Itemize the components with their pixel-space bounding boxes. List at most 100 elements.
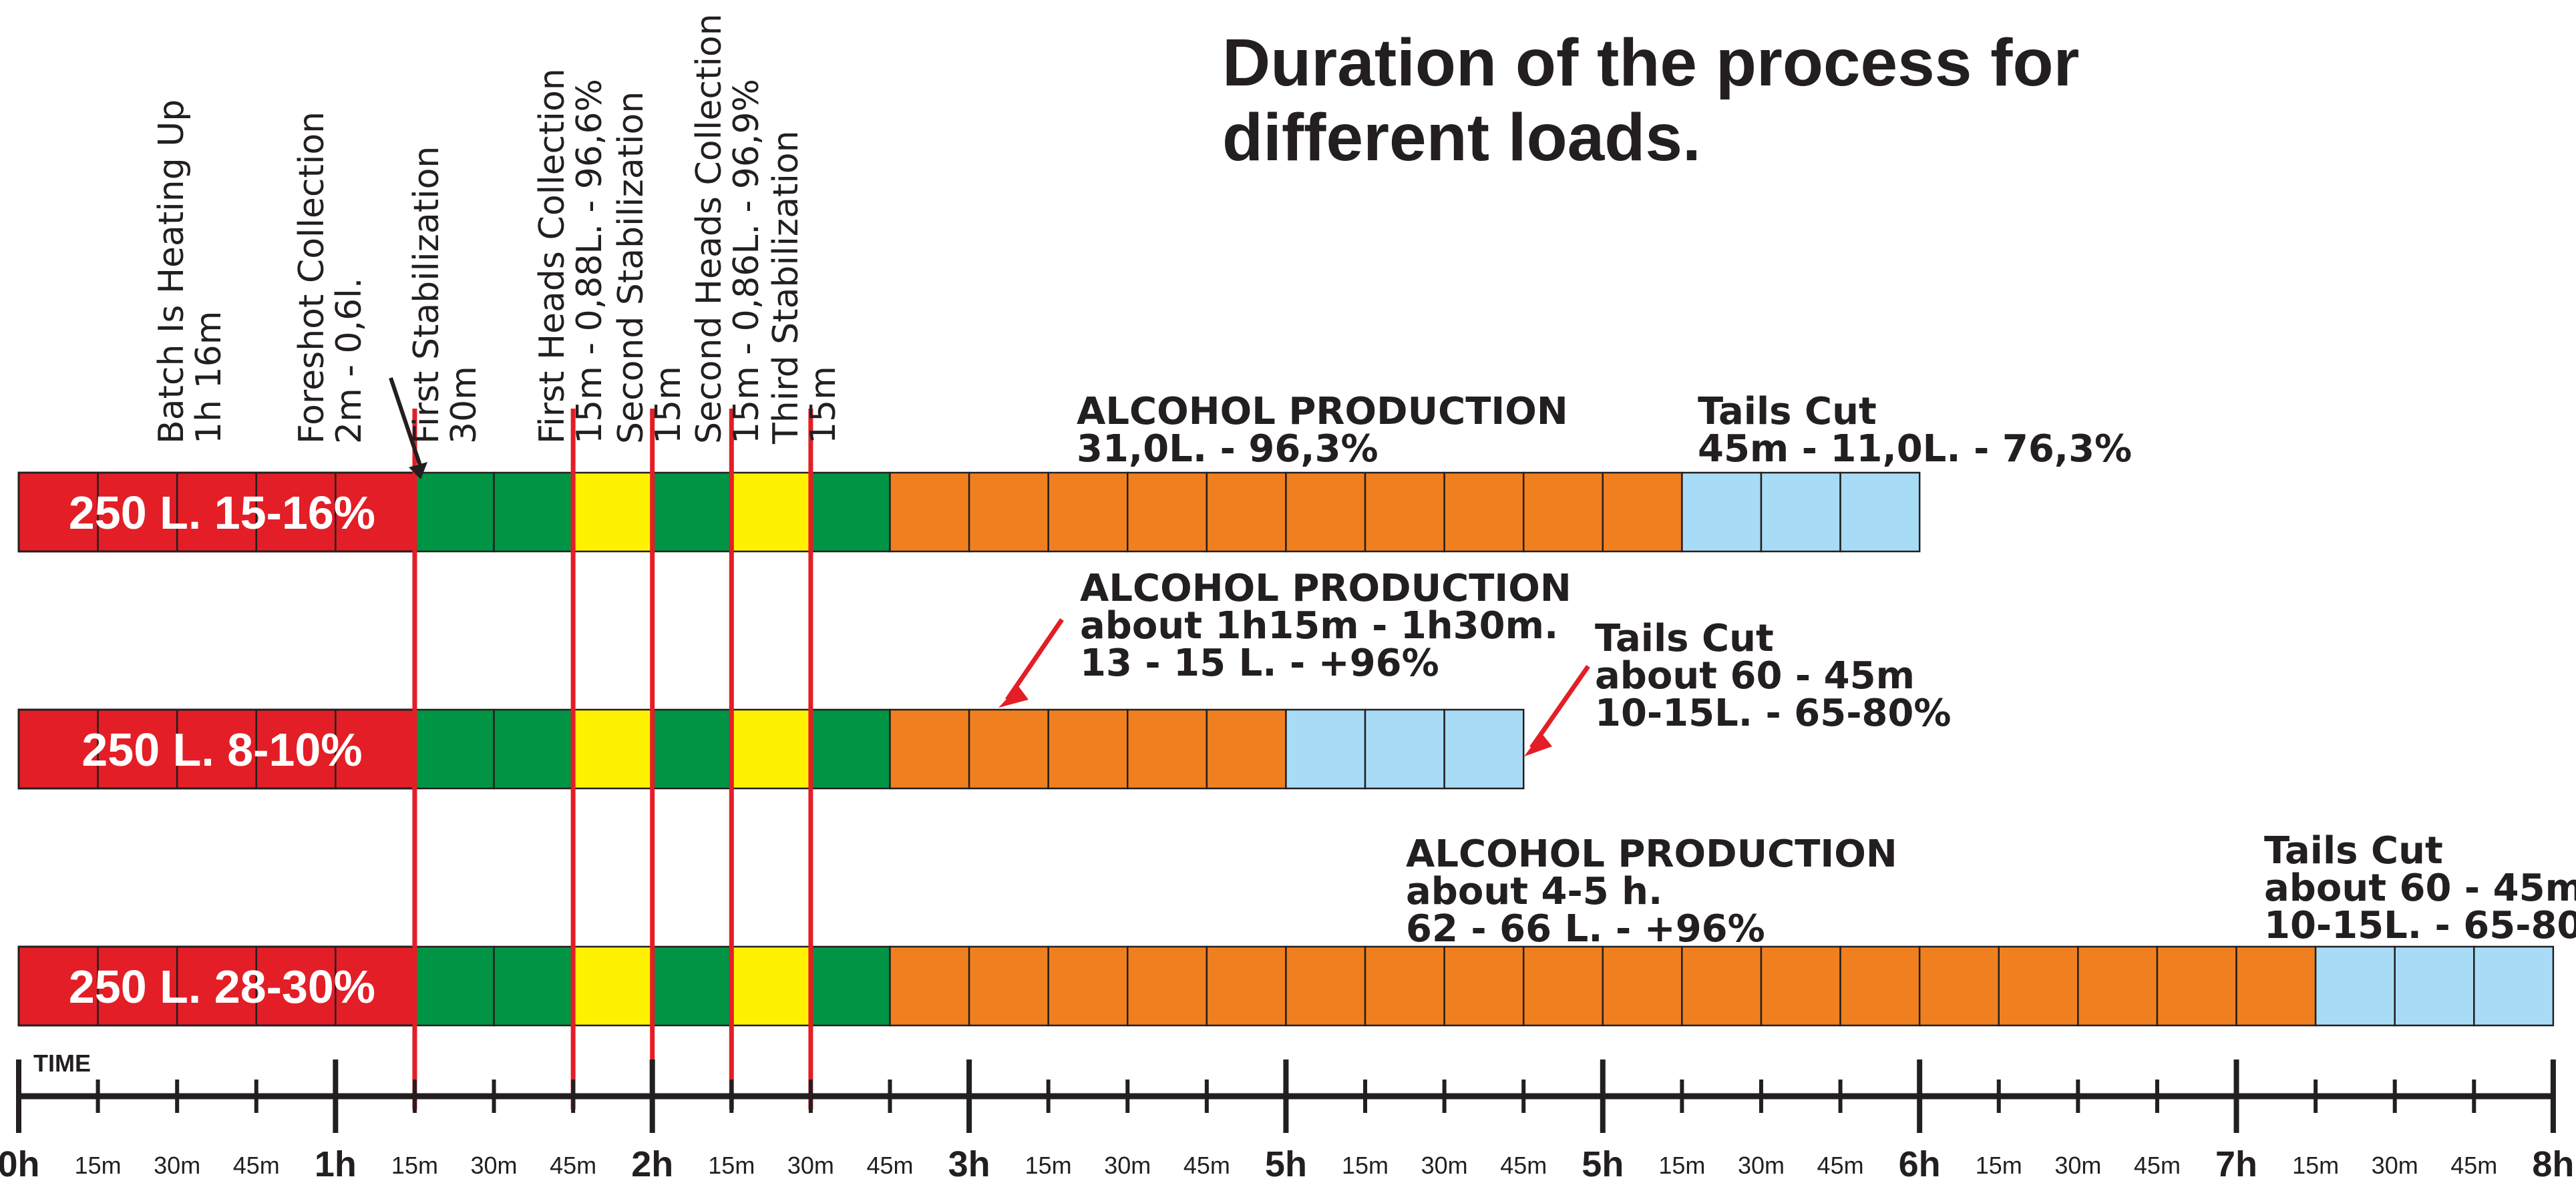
bar-cell-production: [1443, 471, 1525, 553]
bar-cell-production: [1839, 945, 1921, 1027]
bar-cell-production: [1127, 471, 1208, 553]
tick-label: 15m: [1976, 1152, 2022, 1179]
tick-label: 30m: [1738, 1152, 1785, 1179]
bar-cell-production: [2077, 945, 2159, 1027]
bar-cell-tails: [1364, 708, 1445, 790]
bar-cell-heating: [255, 945, 337, 1027]
bar-cell-production: [1443, 945, 1525, 1027]
annotation-line: 13 - 15 L. - +96%: [1080, 642, 1439, 685]
tick-label: 30m: [1421, 1152, 1468, 1179]
tick-label: 45m: [2450, 1152, 2497, 1179]
stage-label-line: First Stabilization: [407, 146, 447, 444]
bar-cell-tails: [1681, 471, 1763, 553]
bar-cell-production: [1047, 471, 1129, 553]
stage-label-line: First Heads Collection: [532, 68, 572, 444]
tick-label: 45m: [1183, 1152, 1230, 1179]
tick-label: 7h: [2215, 1144, 2257, 1179]
stage-label-line: 1h 16m: [189, 311, 229, 444]
bar-cell-heads: [731, 945, 812, 1027]
bar-cell-stabilization: [493, 708, 574, 790]
annotation-arrow-head: [998, 686, 1029, 708]
bar-cell-tails: [1760, 471, 1841, 553]
bar-cell-heating: [335, 945, 416, 1027]
bar-cell-stabilization: [809, 945, 891, 1027]
axis-label: TIME: [33, 1049, 91, 1077]
bar-cell-production: [968, 945, 1049, 1027]
tick-label: 6h: [1899, 1144, 1941, 1179]
tick-label: 15m: [1658, 1152, 1705, 1179]
bar-cell-heads: [731, 708, 812, 790]
bar-cell-tails: [2314, 945, 2396, 1027]
bar-cell-production: [1364, 471, 1445, 553]
bar-cell-heating: [176, 708, 258, 790]
bar-cell-production: [1918, 945, 2000, 1027]
tick-label: 45m: [1500, 1152, 1547, 1179]
bar-cell-production: [968, 471, 1049, 553]
tick-label: 2h: [631, 1144, 673, 1179]
bar-cell-heads: [572, 471, 653, 553]
bar-cell-production: [1364, 945, 1445, 1027]
bars-layer: 250 L. 15-16% 250 L. 8-10% 250 L. 28-30%: [17, 471, 2555, 1027]
bar-cell-tails: [1839, 471, 1921, 553]
row-label: 250 L. 28-30%: [69, 961, 375, 1013]
tick-label: 30m: [2372, 1152, 2418, 1179]
stage-label-line: Second Heads Collection: [689, 13, 729, 444]
stage-label-line: 2m - 0,6l.: [329, 278, 369, 444]
tick-label: 3h: [948, 1144, 990, 1179]
annotation-line: about 60 - 45m: [1595, 654, 1915, 698]
bar-cell-production: [1681, 945, 1763, 1027]
stage-label-line: 15m - 0,86L. - 96,9%: [727, 79, 767, 444]
stage-label-line: 15m: [649, 366, 689, 444]
foreshot-arrow: [389, 377, 423, 468]
tick-label: 45m: [866, 1152, 913, 1179]
bar-cell-production: [1760, 945, 1841, 1027]
annotation-line: about 4-5 h.: [1406, 870, 1662, 913]
bar-cell-stabilization: [651, 471, 733, 553]
tick-label: 30m: [1104, 1152, 1151, 1179]
bar-cell-stabilization: [651, 945, 733, 1027]
stage-label-line: 15m: [803, 366, 844, 444]
tick-label: 15m: [708, 1152, 755, 1179]
tick-label: 30m: [787, 1152, 834, 1179]
bar-cell-production: [1285, 945, 1366, 1027]
stage-label-line: Foreshot Collection: [292, 111, 332, 444]
annotation-line: about 1h15m - 1h30m.: [1080, 604, 1558, 648]
bar-cell-stabilization: [413, 708, 495, 790]
annotation-line: Tails Cut: [2264, 829, 2443, 873]
bar-cell-production: [1285, 471, 1366, 553]
bar-cell-stabilization: [413, 945, 495, 1027]
tick-label: 15m: [1342, 1152, 1389, 1179]
tick-label: 30m: [471, 1152, 518, 1179]
bar-cell-production: [889, 471, 970, 553]
tick-label: 15m: [75, 1152, 122, 1179]
bar-cell-tails: [2394, 945, 2475, 1027]
bar-cell-production: [1206, 471, 1287, 553]
tick-label: 45m: [233, 1152, 280, 1179]
tick-label: 5h: [1265, 1144, 1307, 1179]
stage-label-line: 15m - 0,88L. - 96,6%: [570, 79, 610, 444]
annotation-line: ALCOHOL PRODUCTION: [1077, 390, 1568, 433]
bar-cell-tails: [1285, 708, 1366, 790]
tick-label: 1h: [315, 1144, 357, 1179]
row-label: 250 L. 15-16%: [69, 487, 375, 539]
annotation-line: 45m - 11,0L. - 76,3%: [1698, 427, 2132, 471]
time-axis: TIME 0h 15m 30m 45m 1h 15m 30m 45m 2h 15m 30m 45m 3h 1…: [0, 1049, 2574, 1179]
bar-cell-production: [2235, 945, 2317, 1027]
stage-label-line: Second Stabilization: [611, 91, 651, 444]
tick-label: 5h: [1582, 1144, 1624, 1179]
annotation-line: 62 - 66 L. - +96%: [1406, 907, 1765, 951]
bar-cell-production: [1998, 945, 2079, 1027]
annotation-line: Tails Cut: [1595, 617, 1774, 660]
bar-cell-stabilization: [809, 471, 891, 553]
bar-cell-production: [1047, 708, 1129, 790]
bar-cell-stabilization: [651, 708, 733, 790]
tick-label: 15m: [2292, 1152, 2339, 1179]
